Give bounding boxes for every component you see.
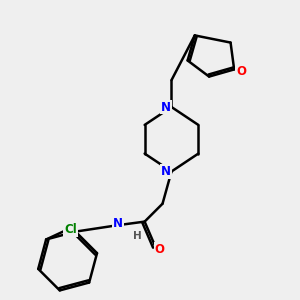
Text: Cl: Cl — [64, 223, 77, 236]
Text: O: O — [155, 243, 165, 256]
Text: N: N — [161, 165, 171, 178]
Text: O: O — [236, 65, 246, 78]
Text: H: H — [133, 231, 142, 241]
Text: N: N — [161, 100, 171, 113]
Text: N: N — [113, 217, 123, 230]
